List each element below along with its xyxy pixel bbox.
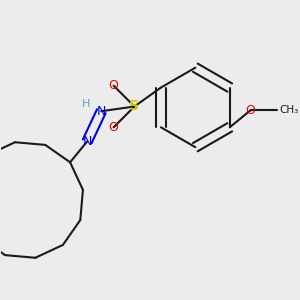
- Text: N: N: [97, 105, 106, 118]
- Text: H: H: [82, 99, 90, 109]
- Text: O: O: [109, 79, 118, 92]
- Text: O: O: [246, 104, 256, 117]
- Text: O: O: [109, 121, 118, 134]
- Text: N: N: [82, 135, 92, 148]
- Text: CH₃: CH₃: [279, 105, 298, 115]
- Text: S: S: [129, 100, 140, 113]
